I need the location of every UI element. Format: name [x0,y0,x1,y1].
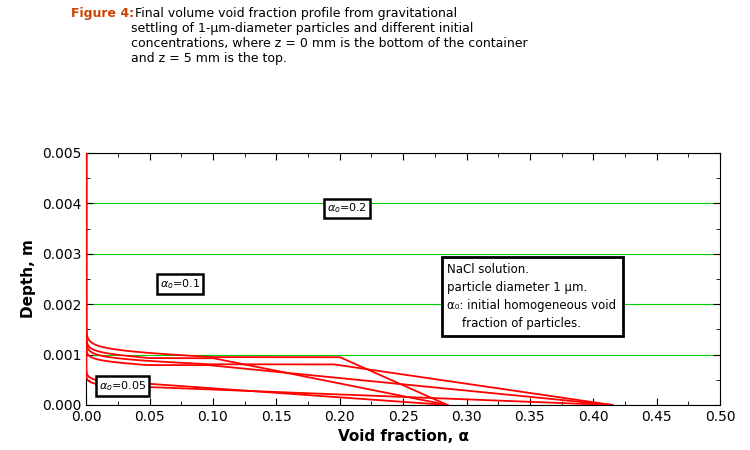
Text: $\alpha_o$=0.2: $\alpha_o$=0.2 [327,202,367,216]
Y-axis label: Depth, m: Depth, m [21,239,36,319]
X-axis label: Void fraction, α: Void fraction, α [338,429,469,445]
Text: Figure 4:: Figure 4: [71,7,134,20]
Text: $\alpha_o$=0.05: $\alpha_o$=0.05 [99,379,146,393]
Text: NaCl solution.
particle diameter 1 μm.
α₀: initial homogeneous void
    fraction: NaCl solution. particle diameter 1 μm. α… [448,263,616,330]
Text: Final volume void fraction profile from gravitational
settling of 1-μm-diameter : Final volume void fraction profile from … [131,7,528,65]
Text: $\alpha_o$=0.1: $\alpha_o$=0.1 [160,277,200,291]
